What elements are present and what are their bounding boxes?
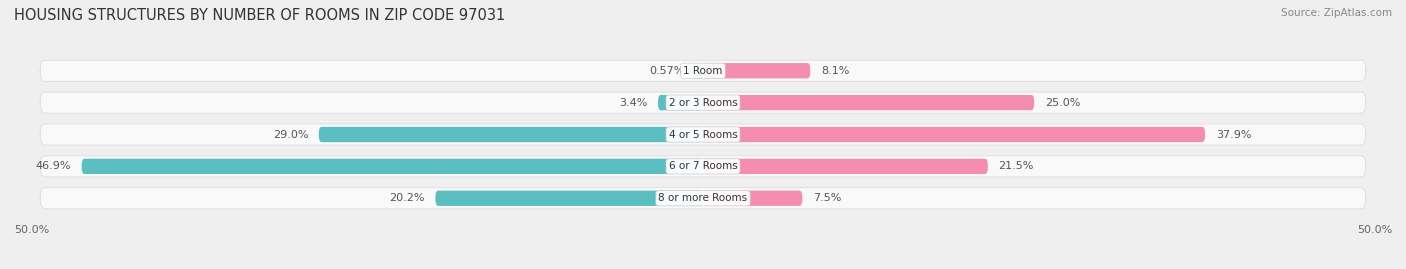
FancyBboxPatch shape bbox=[436, 191, 703, 206]
FancyBboxPatch shape bbox=[41, 60, 1365, 81]
Text: 2 or 3 Rooms: 2 or 3 Rooms bbox=[669, 98, 737, 108]
FancyBboxPatch shape bbox=[41, 188, 1365, 209]
Text: HOUSING STRUCTURES BY NUMBER OF ROOMS IN ZIP CODE 97031: HOUSING STRUCTURES BY NUMBER OF ROOMS IN… bbox=[14, 8, 505, 23]
Text: 3.4%: 3.4% bbox=[619, 98, 647, 108]
Text: 20.2%: 20.2% bbox=[389, 193, 425, 203]
FancyBboxPatch shape bbox=[703, 191, 803, 206]
FancyBboxPatch shape bbox=[703, 127, 1205, 142]
FancyBboxPatch shape bbox=[703, 159, 988, 174]
Text: 8.1%: 8.1% bbox=[821, 66, 849, 76]
Text: 8 or more Rooms: 8 or more Rooms bbox=[658, 193, 748, 203]
Text: 29.0%: 29.0% bbox=[273, 129, 308, 140]
Text: 25.0%: 25.0% bbox=[1045, 98, 1080, 108]
FancyBboxPatch shape bbox=[696, 63, 703, 78]
Text: 1 Room: 1 Room bbox=[683, 66, 723, 76]
Text: Source: ZipAtlas.com: Source: ZipAtlas.com bbox=[1281, 8, 1392, 18]
FancyBboxPatch shape bbox=[41, 156, 1365, 177]
Text: 50.0%: 50.0% bbox=[1357, 225, 1392, 235]
Text: 6 or 7 Rooms: 6 or 7 Rooms bbox=[669, 161, 737, 171]
Text: 4 or 5 Rooms: 4 or 5 Rooms bbox=[669, 129, 737, 140]
FancyBboxPatch shape bbox=[41, 92, 1365, 113]
Text: 7.5%: 7.5% bbox=[813, 193, 841, 203]
FancyBboxPatch shape bbox=[82, 159, 703, 174]
Text: 46.9%: 46.9% bbox=[35, 161, 72, 171]
FancyBboxPatch shape bbox=[319, 127, 703, 142]
Text: 21.5%: 21.5% bbox=[998, 161, 1033, 171]
FancyBboxPatch shape bbox=[703, 63, 810, 78]
FancyBboxPatch shape bbox=[703, 95, 1035, 110]
Text: 37.9%: 37.9% bbox=[1216, 129, 1251, 140]
FancyBboxPatch shape bbox=[41, 124, 1365, 145]
Text: 50.0%: 50.0% bbox=[14, 225, 49, 235]
FancyBboxPatch shape bbox=[658, 95, 703, 110]
Text: 0.57%: 0.57% bbox=[650, 66, 685, 76]
